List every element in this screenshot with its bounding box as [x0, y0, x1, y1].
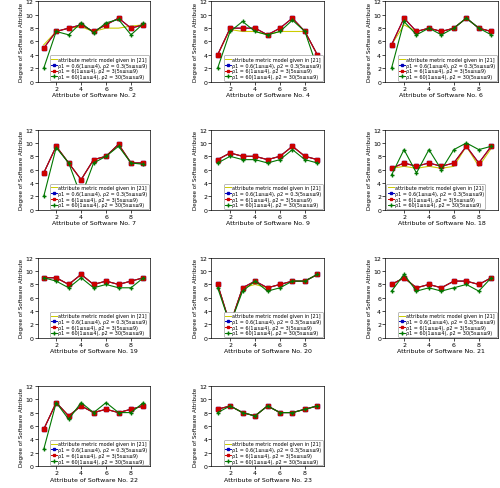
- Legend: attribute metric model given in [21], ρ1 = 0.6(1≤s≤4), ρ2 = 0.3(5s≤s≤9), ρ1 = 6(: attribute metric model given in [21], ρ1…: [398, 56, 496, 81]
- X-axis label: Attribute of Software No. 4: Attribute of Software No. 4: [226, 93, 310, 98]
- Legend: attribute metric model given in [21], ρ1 = 0.6(1≤s≤4), ρ2 = 0.3(5s≤s≤9), ρ1 = 6(: attribute metric model given in [21], ρ1…: [50, 56, 148, 81]
- X-axis label: Attribute of Software No. 23: Attribute of Software No. 23: [224, 477, 312, 482]
- Y-axis label: Degree of Software Attribute: Degree of Software Attribute: [19, 131, 24, 210]
- Y-axis label: Degree of Software Attribute: Degree of Software Attribute: [193, 3, 198, 82]
- Legend: attribute metric model given in [21], ρ1 = 0.6(1≤s≤4), ρ2 = 0.3(5s≤s≤9), ρ1 = 6(: attribute metric model given in [21], ρ1…: [224, 56, 322, 81]
- Legend: attribute metric model given in [21], ρ1 = 0.6(1≤s≤4), ρ2 = 0.3(5s≤s≤9), ρ1 = 6(: attribute metric model given in [21], ρ1…: [224, 184, 322, 209]
- X-axis label: Attribute of Software No. 2: Attribute of Software No. 2: [52, 93, 136, 98]
- Y-axis label: Degree of Software Attribute: Degree of Software Attribute: [193, 131, 198, 210]
- X-axis label: Attribute of Software No. 21: Attribute of Software No. 21: [398, 349, 486, 354]
- X-axis label: Attribute of Software No. 20: Attribute of Software No. 20: [224, 349, 312, 354]
- Y-axis label: Degree of Software Attribute: Degree of Software Attribute: [19, 259, 24, 338]
- Y-axis label: Degree of Software Attribute: Degree of Software Attribute: [19, 3, 24, 82]
- Y-axis label: Degree of Software Attribute: Degree of Software Attribute: [367, 131, 372, 210]
- Legend: attribute metric model given in [21], ρ1 = 0.6(1≤s≤4), ρ2 = 0.3(5s≤s≤9), ρ1 = 6(: attribute metric model given in [21], ρ1…: [50, 184, 148, 209]
- X-axis label: Attribute of Software No. 7: Attribute of Software No. 7: [52, 221, 136, 226]
- Y-axis label: Degree of Software Attribute: Degree of Software Attribute: [19, 386, 24, 466]
- Y-axis label: Degree of Software Attribute: Degree of Software Attribute: [193, 259, 198, 338]
- Legend: attribute metric model given in [21], ρ1 = 0.6(1≤s≤4), ρ2 = 0.3(5s≤s≤9), ρ1 = 6(: attribute metric model given in [21], ρ1…: [50, 312, 148, 337]
- X-axis label: Attribute of Software No. 6: Attribute of Software No. 6: [400, 93, 483, 98]
- X-axis label: Attribute of Software No. 22: Attribute of Software No. 22: [50, 477, 138, 482]
- X-axis label: Attribute of Software No. 19: Attribute of Software No. 19: [50, 349, 138, 354]
- Legend: attribute metric model given in [21], ρ1 = 0.6(1≤s≤4), ρ2 = 0.3(5s≤s≤9), ρ1 = 6(: attribute metric model given in [21], ρ1…: [224, 440, 322, 465]
- Legend: attribute metric model given in [21], ρ1 = 0.6(1≤s≤4), ρ2 = 0.3(5s≤s≤9), ρ1 = 6(: attribute metric model given in [21], ρ1…: [398, 312, 496, 337]
- Y-axis label: Degree of Software Attribute: Degree of Software Attribute: [367, 3, 372, 82]
- Y-axis label: Degree of Software Attribute: Degree of Software Attribute: [367, 259, 372, 338]
- X-axis label: Attribute of Software No. 18: Attribute of Software No. 18: [398, 221, 486, 226]
- Y-axis label: Degree of Software Attribute: Degree of Software Attribute: [193, 386, 198, 466]
- Legend: attribute metric model given in [21], ρ1 = 0.6(1≤s≤4), ρ2 = 0.3(5s≤s≤9), ρ1 = 6(: attribute metric model given in [21], ρ1…: [386, 184, 485, 209]
- Legend: attribute metric model given in [21], ρ1 = 0.6(1≤s≤4), ρ2 = 0.3(5s≤s≤9), ρ1 = 6(: attribute metric model given in [21], ρ1…: [224, 312, 322, 337]
- X-axis label: Attribute of Software No. 9: Attribute of Software No. 9: [226, 221, 310, 226]
- Legend: attribute metric model given in [21], ρ1 = 0.6(1≤s≤4), ρ2 = 0.3(5s≤s≤9), ρ1 = 6(: attribute metric model given in [21], ρ1…: [50, 440, 148, 465]
